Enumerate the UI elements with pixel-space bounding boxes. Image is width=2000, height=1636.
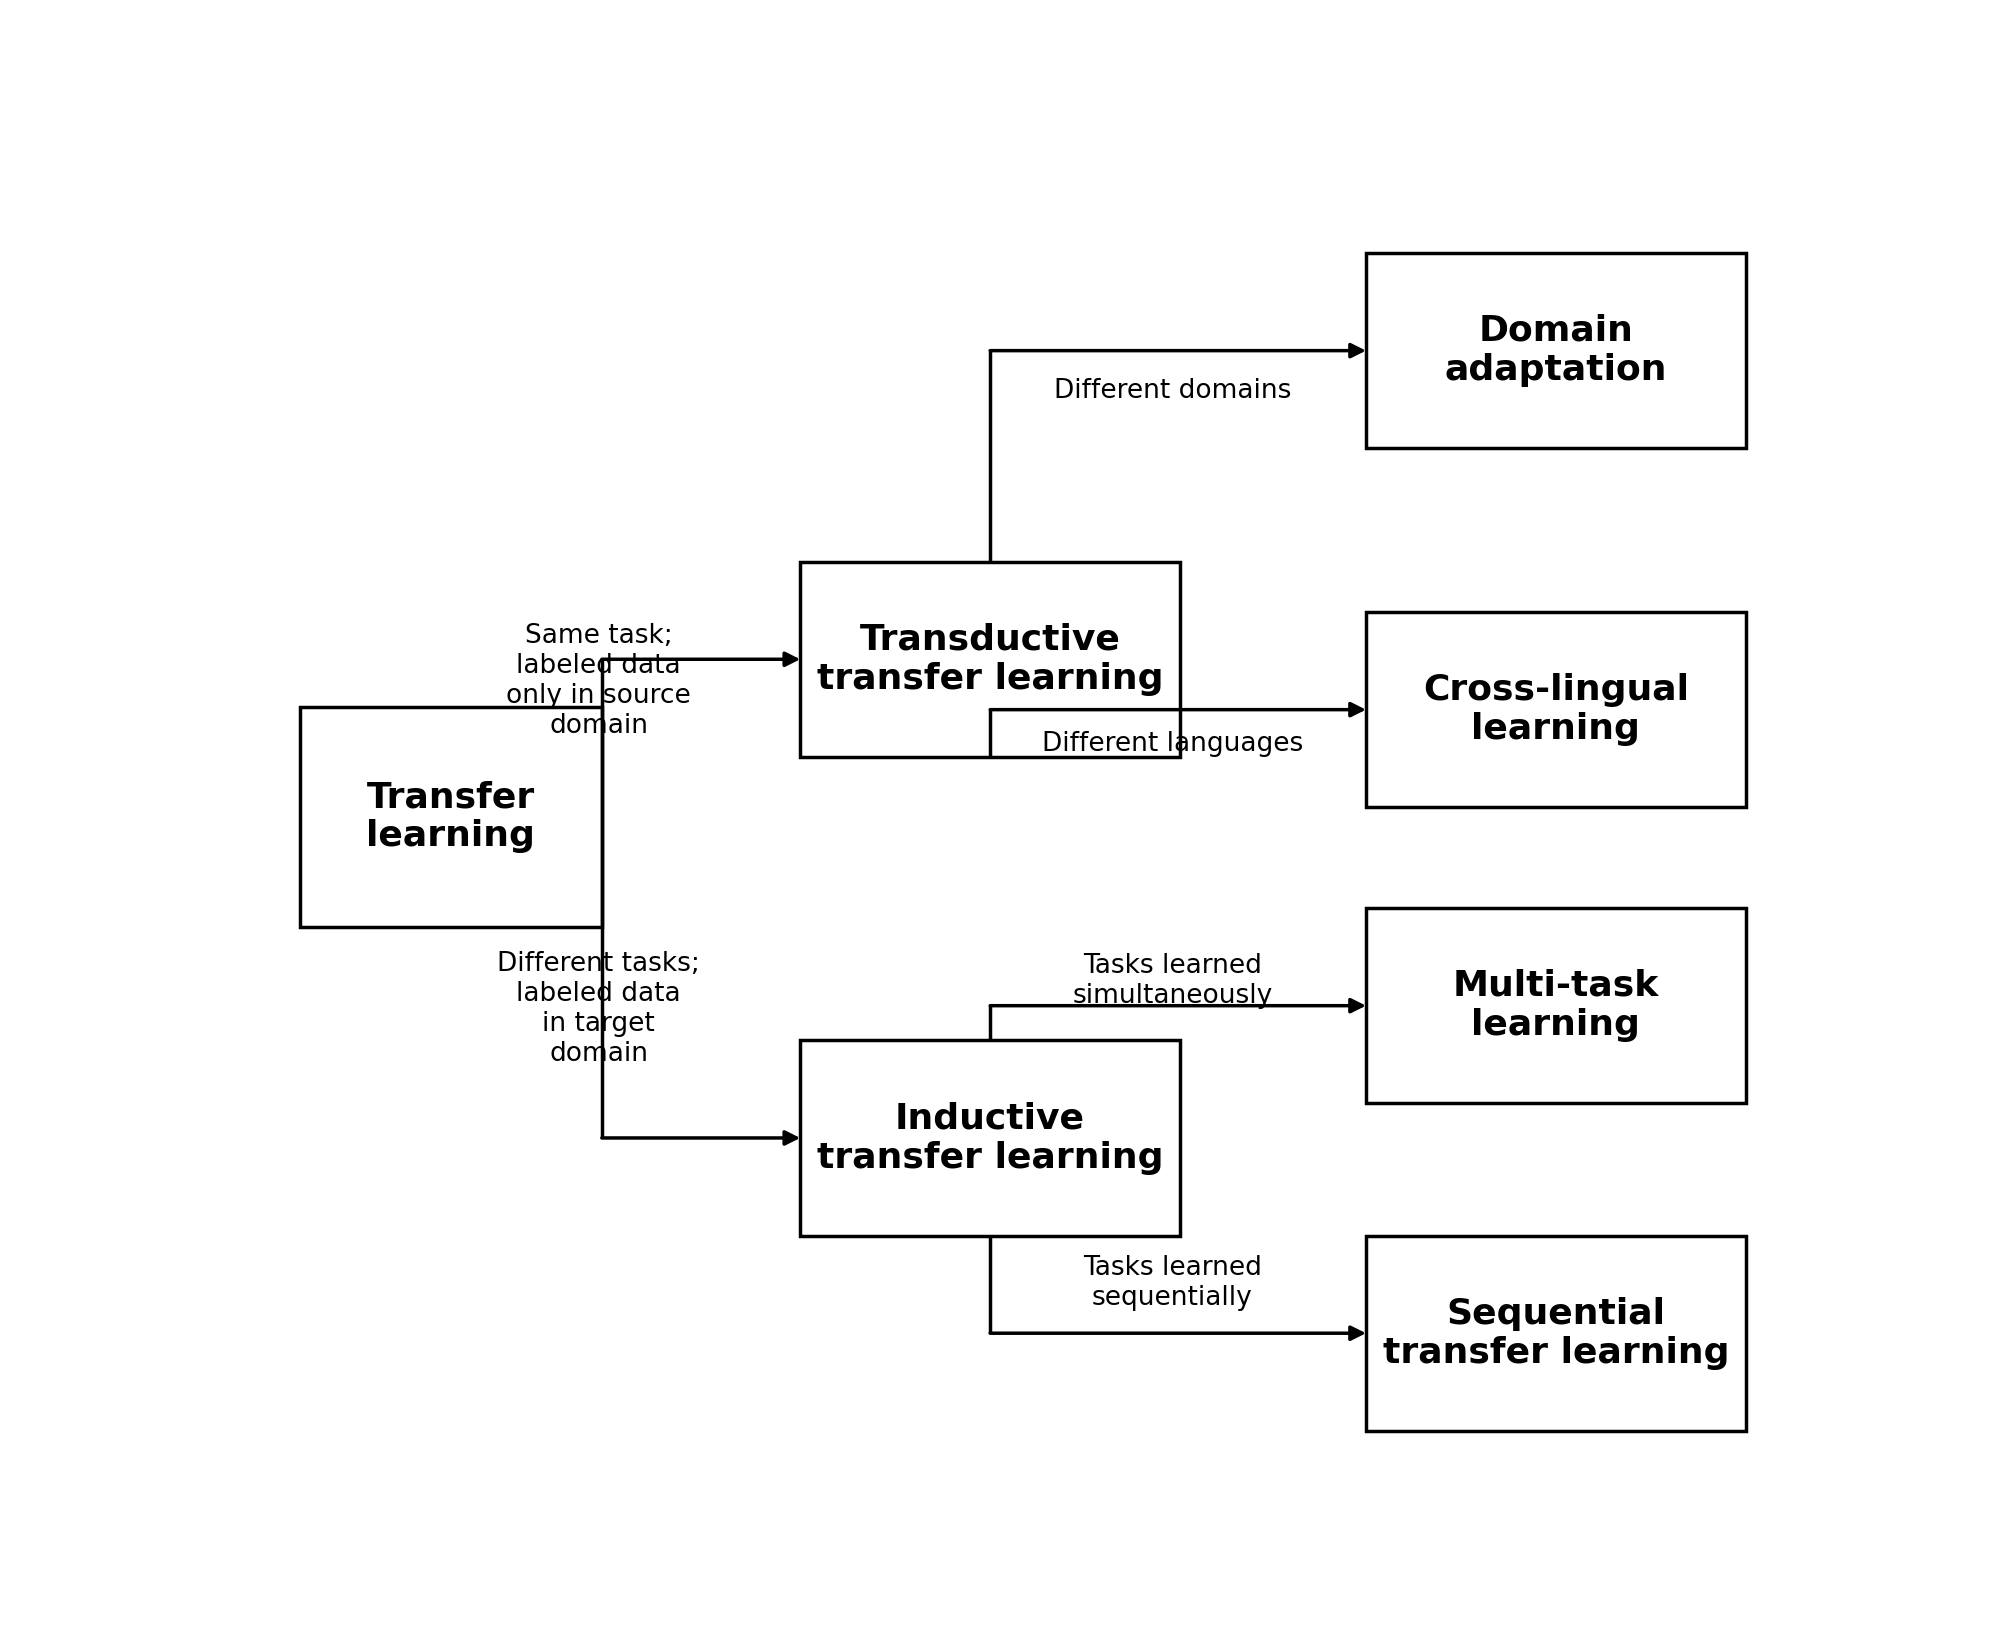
FancyBboxPatch shape — [1366, 612, 1746, 807]
Text: Tasks learned
simultaneously: Tasks learned simultaneously — [1072, 952, 1272, 1009]
Text: Multi-task
learning: Multi-task learning — [1452, 969, 1660, 1042]
Text: Different languages: Different languages — [1042, 731, 1302, 757]
Text: Different domains: Different domains — [1054, 378, 1290, 404]
FancyBboxPatch shape — [800, 561, 1180, 757]
Text: Transfer
learning: Transfer learning — [366, 780, 536, 854]
FancyBboxPatch shape — [800, 1040, 1180, 1235]
FancyBboxPatch shape — [300, 707, 602, 928]
Text: Different tasks;
labeled data
in target
domain: Different tasks; labeled data in target … — [498, 951, 700, 1067]
FancyBboxPatch shape — [1366, 1235, 1746, 1432]
Text: Domain
adaptation: Domain adaptation — [1444, 314, 1668, 388]
Text: Sequential
transfer learning: Sequential transfer learning — [1382, 1296, 1730, 1369]
Text: Inductive
transfer learning: Inductive transfer learning — [816, 1101, 1164, 1175]
Text: Tasks learned
sequentially: Tasks learned sequentially — [1082, 1255, 1262, 1310]
Text: Same task;
labeled data
only in source
domain: Same task; labeled data only in source d… — [506, 623, 692, 739]
FancyBboxPatch shape — [1366, 908, 1746, 1103]
Text: Cross-lingual
learning: Cross-lingual learning — [1422, 672, 1688, 746]
Text: Transductive
transfer learning: Transductive transfer learning — [816, 623, 1164, 695]
FancyBboxPatch shape — [1366, 254, 1746, 448]
